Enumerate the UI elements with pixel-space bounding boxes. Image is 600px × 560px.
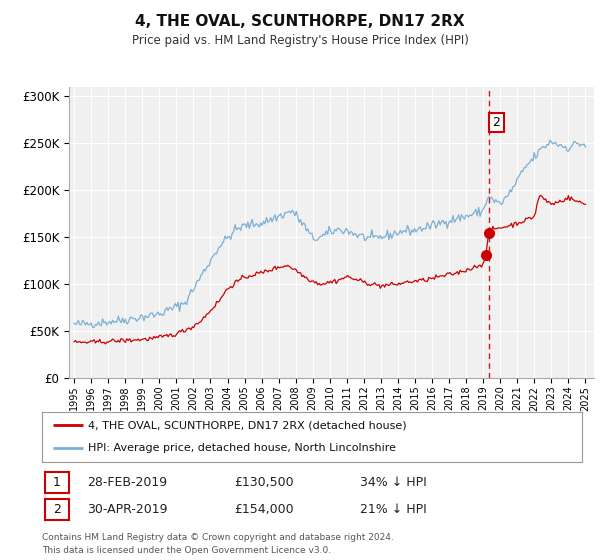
Text: HPI: Average price, detached house, North Lincolnshire: HPI: Average price, detached house, Nort… [88, 444, 396, 454]
Text: 1: 1 [53, 476, 61, 489]
Text: 4, THE OVAL, SCUNTHORPE, DN17 2RX (detached house): 4, THE OVAL, SCUNTHORPE, DN17 2RX (detac… [88, 420, 407, 430]
Text: £130,500: £130,500 [234, 476, 293, 489]
Text: 30-APR-2019: 30-APR-2019 [87, 503, 167, 516]
Text: 2: 2 [493, 116, 500, 129]
Text: 34% ↓ HPI: 34% ↓ HPI [360, 476, 427, 489]
Text: £154,000: £154,000 [234, 503, 293, 516]
Text: 4, THE OVAL, SCUNTHORPE, DN17 2RX: 4, THE OVAL, SCUNTHORPE, DN17 2RX [135, 14, 465, 29]
Text: Contains HM Land Registry data © Crown copyright and database right 2024.: Contains HM Land Registry data © Crown c… [42, 533, 394, 542]
Text: 28-FEB-2019: 28-FEB-2019 [87, 476, 167, 489]
Text: This data is licensed under the Open Government Licence v3.0.: This data is licensed under the Open Gov… [42, 546, 331, 555]
Text: Price paid vs. HM Land Registry's House Price Index (HPI): Price paid vs. HM Land Registry's House … [131, 34, 469, 46]
Text: 2: 2 [53, 503, 61, 516]
Text: 21% ↓ HPI: 21% ↓ HPI [360, 503, 427, 516]
